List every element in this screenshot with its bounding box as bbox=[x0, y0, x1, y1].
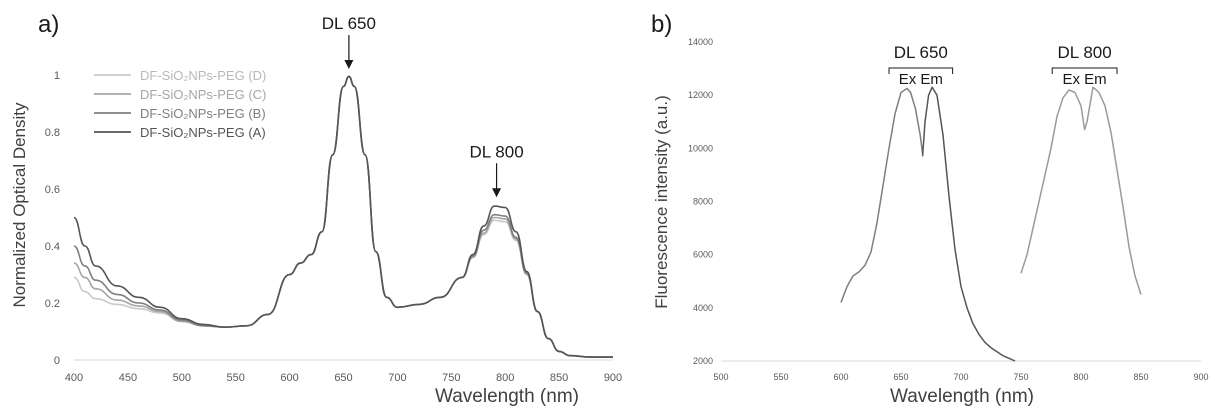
panel-b-x-axis-label: Wavelength (nm) bbox=[890, 386, 1034, 407]
panel-a-annotation-label: DL 650 bbox=[322, 14, 376, 33]
panel-a-legend-label: DF-SiO₂NPs-PEG (B) bbox=[140, 106, 266, 121]
panel-b-annotation-bracket bbox=[1051, 67, 1118, 74]
panel-b-chart: b) 500 550 600 650 700 750 800 850 900 2000 4000 60… bbox=[651, 11, 1209, 407]
panel-a-x-tick-label: 550 bbox=[227, 372, 245, 384]
panel-b-x-tick-label: 750 bbox=[1013, 372, 1028, 382]
panel-b-annotation-sublabel: Ex Em bbox=[899, 71, 943, 88]
panel-b-y-tick-label: 4000 bbox=[693, 303, 713, 313]
panel-b-axes: 500 550 600 650 700 750 800 850 900 2000 4000 6000 8… bbox=[688, 37, 1209, 382]
panel-a-annotation-label: DL 800 bbox=[469, 142, 523, 161]
panel-a-x-tick-label: 400 bbox=[65, 372, 83, 384]
panel-a-annotation-arrowhead bbox=[492, 188, 502, 198]
panel-b-y-tick-label: 12000 bbox=[688, 90, 713, 100]
panel-b-x-tick-label: 800 bbox=[1073, 372, 1088, 382]
panel-a-y-tick-label: 0.8 bbox=[45, 127, 60, 139]
panel-b-y-tick-label: 10000 bbox=[688, 143, 713, 153]
panel-b-y-tick-label: 6000 bbox=[693, 250, 713, 260]
panel-b-series-line bbox=[1020, 86, 1142, 295]
panel-b-y-tick-label: 8000 bbox=[693, 197, 713, 207]
panel-b-x-tick-label: 500 bbox=[713, 372, 728, 382]
panel-b-y-tick-label: 14000 bbox=[688, 37, 713, 47]
panel-b-x-tick-label: 900 bbox=[1193, 372, 1208, 382]
panel-a-x-tick-label: 700 bbox=[388, 372, 406, 384]
panel-a-axes: 400 450 500 550 600 650 700 750 800 850 900 0 0.2 0.4… bbox=[45, 70, 622, 384]
panel-a-annotation-arrowhead bbox=[344, 60, 354, 69]
panel-b-x-tick-label: 600 bbox=[833, 372, 848, 382]
panel-b-x-tick-label: 700 bbox=[953, 372, 968, 382]
panel-b-series-line bbox=[921, 86, 1016, 362]
panel-a-x-tick-label: 850 bbox=[550, 372, 568, 384]
panel-a-x-tick-label: 650 bbox=[334, 372, 352, 384]
panel-a-y-tick-label: 0.6 bbox=[45, 184, 60, 196]
panel-a-x-tick-label: 500 bbox=[173, 372, 191, 384]
panel-a-series-lines bbox=[73, 75, 613, 358]
panel-b-series-line bbox=[840, 87, 924, 303]
panel-b-annotation-sublabel: Ex Em bbox=[1063, 71, 1107, 88]
panel-b-y-tick-label: 2000 bbox=[693, 356, 713, 366]
panel-a-series-line bbox=[73, 75, 613, 358]
panel-a-x-axis-label: Wavelength (nm) bbox=[435, 386, 579, 407]
panel-a-x-tick-label: 450 bbox=[119, 372, 137, 384]
panel-b-y-axis-label: Fluorescence intensity (a.u.) bbox=[652, 95, 671, 309]
panel-a-y-tick-label: 0.4 bbox=[45, 241, 60, 253]
panel-a-chart: a) 400 450 500 550 600 650 700 750 800 850 900 0 0.2… bbox=[10, 11, 622, 407]
panel-a-legend-label: DF-SiO₂NPs-PEG (A) bbox=[140, 125, 266, 140]
panel-a-x-tick-label: 800 bbox=[496, 372, 514, 384]
panel-b-annotations: DL 650 Ex Em DL 800 Ex Em bbox=[888, 43, 1118, 88]
panel-b-annotation-bracket bbox=[888, 67, 954, 74]
panel-a-x-tick-label: 900 bbox=[604, 372, 622, 384]
panel-b-letter: b) bbox=[651, 11, 672, 38]
panel-a-letter: a) bbox=[38, 11, 59, 38]
panel-b-x-tick-label: 850 bbox=[1133, 372, 1148, 382]
panel-b-annotation-label: DL 650 bbox=[894, 43, 948, 62]
panel-a-x-tick-label: 600 bbox=[280, 372, 298, 384]
panel-a-legend-label: DF-SiO₂NPs-PEG (C) bbox=[140, 87, 266, 102]
panel-a-y-axis-label: Normalized Optical Density bbox=[10, 102, 29, 308]
panel-b-x-tick-label: 550 bbox=[773, 372, 788, 382]
panel-a-y-tick-label: 0.2 bbox=[45, 298, 60, 310]
panel-b-series-lines bbox=[840, 86, 1142, 362]
panel-a-y-tick-label: 0 bbox=[54, 355, 60, 367]
panel-a-y-tick-label: 1 bbox=[54, 70, 60, 82]
panel-b-annotation-label: DL 800 bbox=[1058, 43, 1112, 62]
panel-a-legend-label: DF-SiO₂NPs-PEG (D) bbox=[140, 68, 266, 83]
panel-b-x-tick-label: 650 bbox=[893, 372, 908, 382]
panel-a-legend: DF-SiO₂NPs-PEG (D) DF-SiO₂NPs-PEG (C) DF-S… bbox=[94, 68, 266, 140]
panel-a-annotations: DL 650 DL 800 bbox=[322, 14, 524, 198]
panel-a-x-tick-label: 750 bbox=[442, 372, 460, 384]
